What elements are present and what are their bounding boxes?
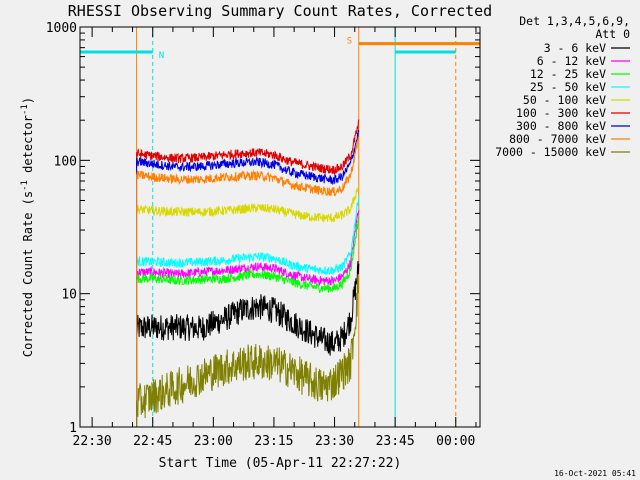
x-tick-label: 23:30 bbox=[315, 434, 354, 449]
series-line bbox=[136, 196, 360, 276]
legend-entry-label: 800 - 7000 keV bbox=[509, 132, 606, 146]
legend-entry-label: 50 - 100 keV bbox=[523, 93, 606, 107]
x-tick-label: 23:15 bbox=[254, 434, 293, 449]
legend-entry-label: 12 - 25 keV bbox=[530, 67, 606, 81]
series-line bbox=[136, 136, 360, 197]
y-tick-label: 1000 bbox=[46, 21, 77, 36]
legend-entry-label: 6 - 12 keV bbox=[537, 54, 606, 68]
legend-header-line-1: Det 1,3,4,5,6,9, bbox=[519, 14, 630, 28]
legend-entry-label: 3 - 6 keV bbox=[544, 41, 606, 55]
x-tick-label: 22:45 bbox=[133, 434, 172, 449]
series-line bbox=[136, 275, 359, 419]
series-line bbox=[136, 129, 360, 186]
night-marker-label: N bbox=[159, 51, 164, 61]
x-tick-label: 23:45 bbox=[376, 434, 415, 449]
series-line bbox=[136, 260, 360, 356]
x-tick-label: 00:00 bbox=[436, 434, 475, 449]
y-axis-label: Corrected Count Rate (s-1 detector-1) bbox=[20, 97, 35, 357]
legend-entry-label: 7000 - 15000 keV bbox=[495, 145, 606, 159]
y-tick-label: 10 bbox=[61, 288, 77, 303]
y-axis: 1 10 100 1000 bbox=[46, 21, 480, 436]
legend-entry-label: 300 - 800 keV bbox=[516, 119, 606, 133]
y-tick-label: 1 bbox=[69, 421, 77, 436]
legend-entry-label: 100 - 300 keV bbox=[516, 106, 606, 120]
series-line bbox=[136, 210, 360, 286]
series-line bbox=[136, 119, 360, 176]
series-line bbox=[136, 185, 360, 223]
x-axis: 22:30 22:45 23:00 23:15 23:30 23:45 00:00 bbox=[73, 27, 477, 449]
legend-header-line-2: Att 0 bbox=[595, 27, 630, 41]
x-axis-label: Start Time (05-Apr-11 22:27:22) bbox=[159, 456, 402, 471]
saa-marker-label: S bbox=[347, 37, 352, 47]
plot-area: NS bbox=[79, 27, 480, 427]
plot-frame bbox=[79, 26, 481, 428]
x-tick-label: 23:00 bbox=[194, 434, 233, 449]
x-tick-label: 22:30 bbox=[73, 434, 112, 449]
y-tick-label: 100 bbox=[54, 154, 77, 169]
series-line bbox=[136, 215, 360, 293]
chart-title: RHESSI Observing Summary Count Rates, Co… bbox=[68, 2, 492, 20]
footer-timestamp: 16-Oct-2021 05:41 bbox=[554, 469, 636, 478]
legend-entry-label: 25 - 50 keV bbox=[530, 80, 606, 94]
